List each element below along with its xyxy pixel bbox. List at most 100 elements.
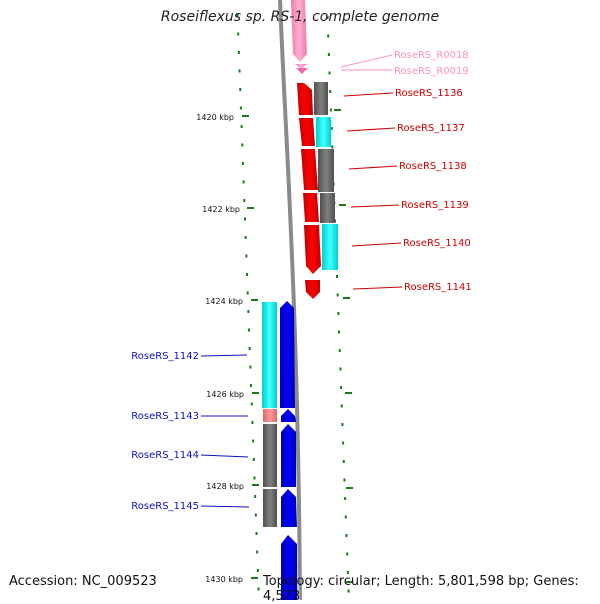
gene-label-RoseRS_R0018[interactable]: RoseRS_R0018 (394, 50, 469, 61)
label-leader (352, 286, 403, 290)
tick-marks-right (326, 16, 350, 593)
label-leader (200, 505, 250, 508)
tick-dot (338, 330, 341, 334)
tick-dot (237, 51, 240, 54)
tick-dot (243, 217, 246, 221)
tick-dot (241, 143, 244, 147)
gene-label-RoseRS_1140[interactable]: RoseRS_1140 (403, 238, 471, 249)
gene-RoseRS_1139[interactable] (303, 193, 335, 223)
gene-label-RoseRS_R0019[interactable]: RoseRS_R0019 (394, 66, 469, 77)
gene-label-RoseRS_1136[interactable]: RoseRS_1136 (395, 88, 463, 99)
tick-dot (343, 478, 346, 482)
tick-dot (256, 550, 259, 554)
tick-dot (246, 291, 249, 295)
tick-dot (326, 16, 329, 19)
tick-dot (329, 90, 332, 93)
tick-dot (249, 365, 252, 369)
tick-dot (242, 180, 245, 184)
tick-marks-left (236, 14, 260, 591)
tick-dot (254, 495, 257, 498)
tick-dot (327, 53, 330, 56)
gene-unlabeled-blue[interactable] (281, 535, 300, 600)
tick-dot (331, 145, 334, 149)
tick-dot (340, 386, 343, 389)
tick-dot (340, 404, 343, 408)
tick-dot (256, 569, 259, 572)
gene-label-RoseRS_1137[interactable]: RoseRS_1137 (397, 123, 465, 134)
gene-RoseRS_1137[interactable] (299, 117, 331, 147)
gene-label-RoseRS_1142[interactable]: RoseRS_1142 (131, 351, 199, 362)
label-leader (346, 127, 396, 132)
kbp-label: 1420 kbp (196, 113, 234, 122)
gene-RoseRS_1145[interactable] (263, 489, 297, 527)
tick-dot (250, 402, 253, 406)
gene-label-RoseRS_1145[interactable]: RoseRS_1145 (131, 501, 199, 512)
tick-dot (241, 162, 244, 165)
gene-RoseRS_1140[interactable] (304, 224, 338, 274)
gene-RoseRS_1143[interactable] (263, 409, 296, 422)
tick-dot (238, 69, 241, 73)
kbp-label: 1426 kbp (206, 390, 244, 399)
tick-dot (236, 14, 239, 17)
tick-dot (240, 125, 243, 128)
kbp-label: 1430 kbp (205, 575, 243, 584)
tick-dot (338, 349, 341, 352)
tick-dot (244, 236, 247, 239)
tick-dot (339, 367, 342, 371)
accession-info: Accession: NC_009523 (9, 574, 157, 589)
gene-labels: RoseRS_R0018 RoseRS_R0019 RoseRS_1136 Ro… (131, 50, 471, 512)
kbp-label: 1422 kbp (202, 205, 240, 214)
gene-label-RoseRS_1144[interactable]: RoseRS_1144 (131, 450, 199, 461)
tick-dot (239, 88, 242, 91)
tick-dot (342, 441, 345, 445)
tick-dot (250, 384, 253, 387)
gene-label-RoseRS_1141[interactable]: RoseRS_1141 (404, 282, 472, 293)
tick-dot (239, 106, 242, 110)
tick-dot (344, 515, 347, 519)
label-leader (340, 54, 393, 68)
gene-label-RoseRS_1139[interactable]: RoseRS_1139 (401, 200, 469, 211)
tick-dot (346, 552, 349, 556)
tick-dot (345, 534, 348, 537)
tick-dot (255, 532, 258, 535)
tick-dot (342, 460, 345, 463)
gene-RoseRS_R0018[interactable] (291, 0, 307, 62)
gene-label-RoseRS_1143[interactable]: RoseRS_1143 (131, 411, 199, 422)
gene-RoseRS_R0019[interactable] (295, 64, 308, 74)
tick-dot (248, 347, 251, 350)
tick-dot (252, 439, 255, 443)
tick-dot (251, 421, 254, 424)
label-leader (350, 204, 400, 208)
tick-dot (245, 254, 248, 258)
tick-dot (243, 199, 246, 202)
tick-dot (344, 497, 347, 500)
gene-RoseRS_1142[interactable] (262, 301, 295, 408)
tick-dot (330, 127, 333, 130)
label-leader (348, 165, 398, 170)
gene-RoseRS_1141[interactable] (305, 280, 320, 299)
label-leader (200, 354, 248, 357)
tick-dot (253, 476, 256, 480)
tick-dot (327, 34, 330, 38)
accession-value: NC_009523 (81, 574, 157, 589)
label-leader (200, 454, 249, 458)
accession-label: Accession: (9, 574, 78, 589)
tick-dot (336, 275, 339, 278)
tick-dot (247, 310, 250, 313)
gene-RoseRS_1136[interactable] (297, 82, 328, 115)
label-leader (351, 242, 402, 247)
gene-RoseRS_1138[interactable] (301, 149, 334, 192)
tick-dot (237, 32, 240, 36)
tick-dot (248, 328, 251, 332)
kbp-scale: 1420 kbp 1422 kbp 1424 kbp 1426 kbp 1428… (196, 109, 353, 584)
gene-label-RoseRS_1138[interactable]: RoseRS_1138 (399, 161, 467, 172)
kbp-label: 1428 kbp (206, 482, 244, 491)
tick-dot (346, 571, 349, 574)
label-leader (343, 92, 394, 97)
genome-backbone (278, 0, 302, 600)
tick-dot (347, 589, 350, 593)
tick-dot (336, 293, 339, 297)
gene-RoseRS_1144[interactable] (263, 424, 296, 487)
tick-dot (337, 312, 340, 315)
